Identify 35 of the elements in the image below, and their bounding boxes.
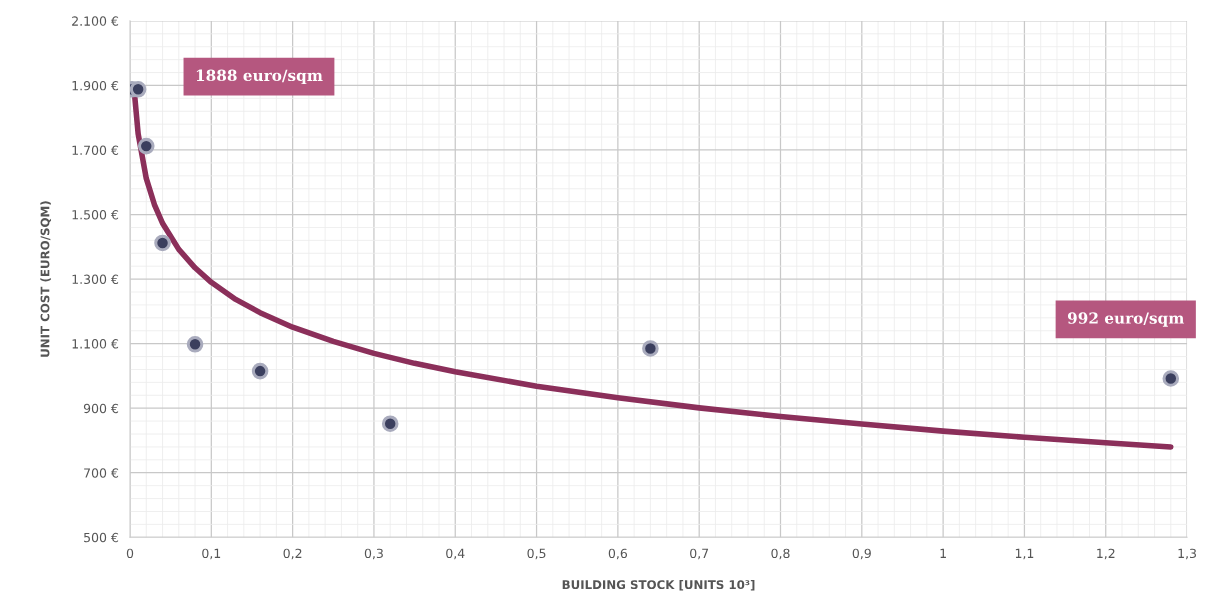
- y-tick-label: 900 €: [83, 403, 119, 414]
- x-tick-label: 0,5: [527, 548, 546, 560]
- y-tick-label: 1.700 €: [72, 145, 119, 155]
- x-tick-label: 0,6: [608, 548, 628, 560]
- y-axis-title: UNIT COST (EURO/SQM): [40, 201, 52, 357]
- y-tick-label: 500 €: [84, 532, 119, 543]
- x-tick-label: 0,2: [283, 548, 302, 560]
- y-tick-label: 1.500 €: [72, 210, 119, 220]
- point: [186, 335, 204, 353]
- x-axis-title: BUILDING STOCK [UNITS 10³]: [562, 579, 755, 591]
- x-tick-label: 0,4: [446, 548, 465, 560]
- point: [154, 234, 171, 252]
- point: [1162, 370, 1180, 387]
- x-tick-label: 0,1: [202, 548, 221, 560]
- point: [130, 81, 147, 98]
- y-tick-label: 700 €: [84, 468, 119, 478]
- x-tick-label: 0: [126, 548, 134, 559]
- annotation: 1888 euro/sqm: [196, 69, 323, 85]
- x-tick-label: 1,3: [1178, 548, 1196, 560]
- x-tick-label: 0,8: [771, 548, 790, 560]
- x-tick-label: 1,1: [1015, 548, 1034, 560]
- x-tick-label: 1,2: [1097, 548, 1115, 560]
- point: [251, 362, 269, 380]
- y-tick-label: 2.100 €: [72, 16, 119, 26]
- x-tick-label: 0,3: [364, 548, 383, 560]
- point: [381, 415, 399, 432]
- annotation: 992 euro/sqm: [1067, 312, 1185, 327]
- y-tick-label: 1.300 €: [72, 274, 119, 285]
- y-tick-label: 1.900 €: [72, 80, 119, 91]
- x-tick-label: 0,9: [852, 548, 871, 560]
- point: [137, 137, 155, 155]
- x-tick-label: 0,7: [690, 548, 709, 560]
- y-tick-label: 1.100 €: [72, 339, 119, 349]
- x-tick-label: 1: [940, 548, 946, 558]
- point: [642, 340, 659, 357]
